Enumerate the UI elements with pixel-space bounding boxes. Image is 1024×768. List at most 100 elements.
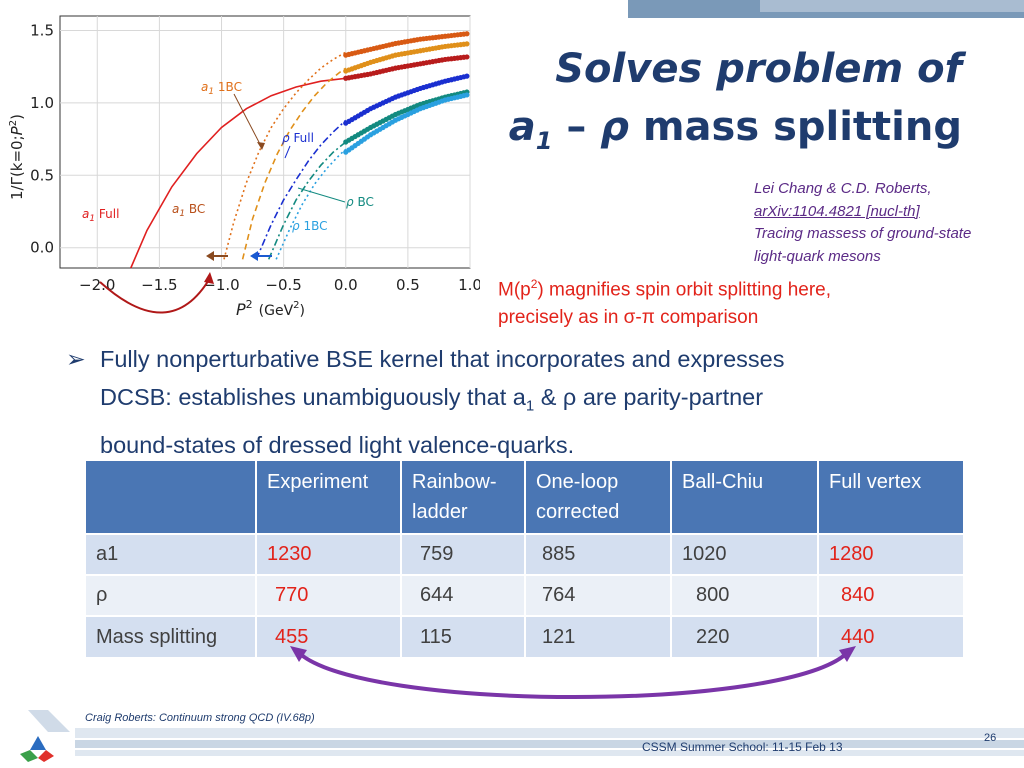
reference-arxiv-link[interactable]: arXiv:1104.4821 [nucl-th] xyxy=(754,202,920,220)
point-a1-full-p-0 xyxy=(464,54,470,60)
slide-title: Solves problem of a1 – ρ mass splitting xyxy=(509,40,962,170)
x-tick-label: −1.5 xyxy=(141,276,177,294)
footer-bar-3 xyxy=(75,750,1024,756)
cell-ballchiu: 1020 xyxy=(671,533,819,575)
cell-fullvertex: 1280 xyxy=(818,533,965,575)
footer-bar-2 xyxy=(75,740,1024,748)
hdr-rainbow-1: Rainbow- xyxy=(412,471,497,493)
reference-authors: Lei Chang & C.D. Roberts, xyxy=(754,180,932,197)
correlator-plot: −2.0 −1.5 −1.0 −0.5 0.0 0.5 1.00.00.51.01.5 P2… xyxy=(8,15,480,319)
x-tick-label: 0.0 xyxy=(334,276,358,294)
bullet-line-3: bound-states of dressed light valence-qu… xyxy=(100,431,575,458)
rho-shift-arrow-head xyxy=(250,251,258,261)
reference-desc-1: Tracing massess of ground-state xyxy=(754,225,972,242)
page-number: 26 xyxy=(984,732,997,744)
hdr-oneloop-2: corrected xyxy=(536,501,620,523)
title-rho: ρ xyxy=(600,104,629,150)
row-label: ρ xyxy=(86,574,257,616)
table-header-row: Experiment Rainbow-ladder One-loop correc… xyxy=(86,461,965,534)
cell-rainbow: 644 xyxy=(401,574,526,616)
title-line-1: Solves problem of xyxy=(555,46,962,92)
mass-table: Experiment Rainbow-ladder One-loop correc… xyxy=(86,461,965,657)
series-label-a1-full: a1 Full xyxy=(82,207,119,224)
comparison-arc xyxy=(296,650,850,699)
x-axis-label: P2 (GeV2) xyxy=(236,298,305,319)
series-label-rho-1bc: ρ 1BC xyxy=(292,219,327,233)
pointer-rho-bc xyxy=(297,187,346,203)
line-bc xyxy=(267,141,347,260)
note-pre: M(p xyxy=(498,279,531,301)
table-header-oneloop: One-loop corrected xyxy=(525,461,672,534)
reference-desc-2: light-quark mesons xyxy=(754,247,881,265)
series-label-a1-1bc: a1 1BC xyxy=(201,80,242,97)
table-row: a1 1230 759 885 1020 1280 xyxy=(86,533,965,575)
line-a1-1bc xyxy=(241,67,347,260)
point-full-p-0 xyxy=(464,73,470,79)
hdr-oneloop-1: One-loop xyxy=(536,471,619,493)
y-tick-label: 1.5 xyxy=(30,21,54,39)
comparison-arrow-right-head xyxy=(839,646,856,662)
table-header-fullvertex: Full vertex xyxy=(818,461,965,534)
table-header-rainbow: Rainbow-ladder xyxy=(401,461,526,534)
footer-shape xyxy=(28,710,70,732)
series-label-rho-bc: ρ BC xyxy=(346,195,374,209)
pointer-a1-1bc-head xyxy=(257,142,265,150)
title-rest: mass splitting xyxy=(628,104,962,150)
point-1bc-p-0 xyxy=(464,92,470,98)
footer-bar-1 xyxy=(75,728,1024,738)
bullet-arrow-icon: ➢ xyxy=(66,346,86,372)
cell-experiment: 770 xyxy=(256,574,402,616)
note-line-1: M(p2) magnifies spin orbit splitting her… xyxy=(498,270,1018,304)
hdr-fullvertex: Full vertex xyxy=(829,471,922,493)
line-a1-full xyxy=(130,77,346,269)
cell-oneloop: 885 xyxy=(525,533,672,575)
y-axis-label: 1/Γ(k=0;P2) xyxy=(8,114,26,200)
y-tick-label: 0.5 xyxy=(30,166,54,184)
x-tick-label: 1.0 xyxy=(458,276,480,294)
footer-author: Craig Roberts: Continuum strong QCD (IV.… xyxy=(85,712,315,724)
footer-decoration xyxy=(20,710,1024,762)
root-shift-arc-head xyxy=(204,272,214,284)
cell-experiment: 455 xyxy=(256,615,402,657)
point-a1-1bc-p-0 xyxy=(464,41,470,47)
table-header-blank xyxy=(86,461,257,534)
table-row: ρ 770 644 764 800 840 xyxy=(86,574,965,616)
reference-block: Lei Chang & C.D. Roberts, arXiv:1104.482… xyxy=(754,178,1020,268)
note-post: ) magnifies spin orbit splitting here, xyxy=(537,279,832,301)
cell-ballchiu: 800 xyxy=(671,574,819,616)
cell-fullvertex: 840 xyxy=(818,574,965,616)
header-accent-bar-light xyxy=(760,0,1024,12)
cell-rainbow: 115 xyxy=(401,615,526,657)
bullet-l2b: & ρ are parity-partner xyxy=(534,384,764,410)
logo-triangle-blue-icon xyxy=(30,736,46,750)
title-line-2: a1 – ρ mass splitting xyxy=(509,98,962,170)
y-tick-label: 0.0 xyxy=(30,239,54,257)
note-line-2: precisely as in σ-π comparison xyxy=(498,307,759,329)
logo-triangle-red-icon xyxy=(38,750,54,762)
title-dash: – xyxy=(552,104,601,150)
pointer-a1-1bc xyxy=(233,93,263,149)
hdr-ballchiu: Ball-Chiu xyxy=(682,471,764,493)
row-label: a1 xyxy=(86,533,257,575)
logo-triangle-green-icon xyxy=(20,750,38,762)
plot-series xyxy=(130,31,470,269)
hdr-rainbow-2: ladder xyxy=(412,501,468,523)
pointer-rho-full xyxy=(284,145,291,159)
row-label: Mass splitting xyxy=(86,615,257,657)
cell-oneloop: 121 xyxy=(525,615,672,657)
bullet-l2a: DCSB: establishes unambiguously that a xyxy=(100,384,526,410)
bullet-line-2: DCSB: establishes unambiguously that a1 … xyxy=(100,378,980,426)
comparison-arrow-left-head xyxy=(290,646,307,662)
point-a1-bc-p-0 xyxy=(464,31,470,37)
plot-grid xyxy=(59,15,471,269)
title-sub: 1 xyxy=(535,127,553,155)
x-tick-label: 0.5 xyxy=(396,276,420,294)
title-a: a xyxy=(508,104,536,150)
cell-ballchiu: 220 xyxy=(671,615,819,657)
footer-event: CSSM Summer School: 11-15 Feb 13 xyxy=(642,740,843,754)
table-header-experiment: Experiment xyxy=(256,461,402,534)
series-label-rho-full: ρ Full xyxy=(282,131,314,145)
mass-function-note: M(p2) magnifies spin orbit splitting her… xyxy=(498,270,1018,332)
plot-frame xyxy=(59,15,471,269)
bullet-line-1: Fully nonperturbative BSE kernel that in… xyxy=(100,346,785,372)
